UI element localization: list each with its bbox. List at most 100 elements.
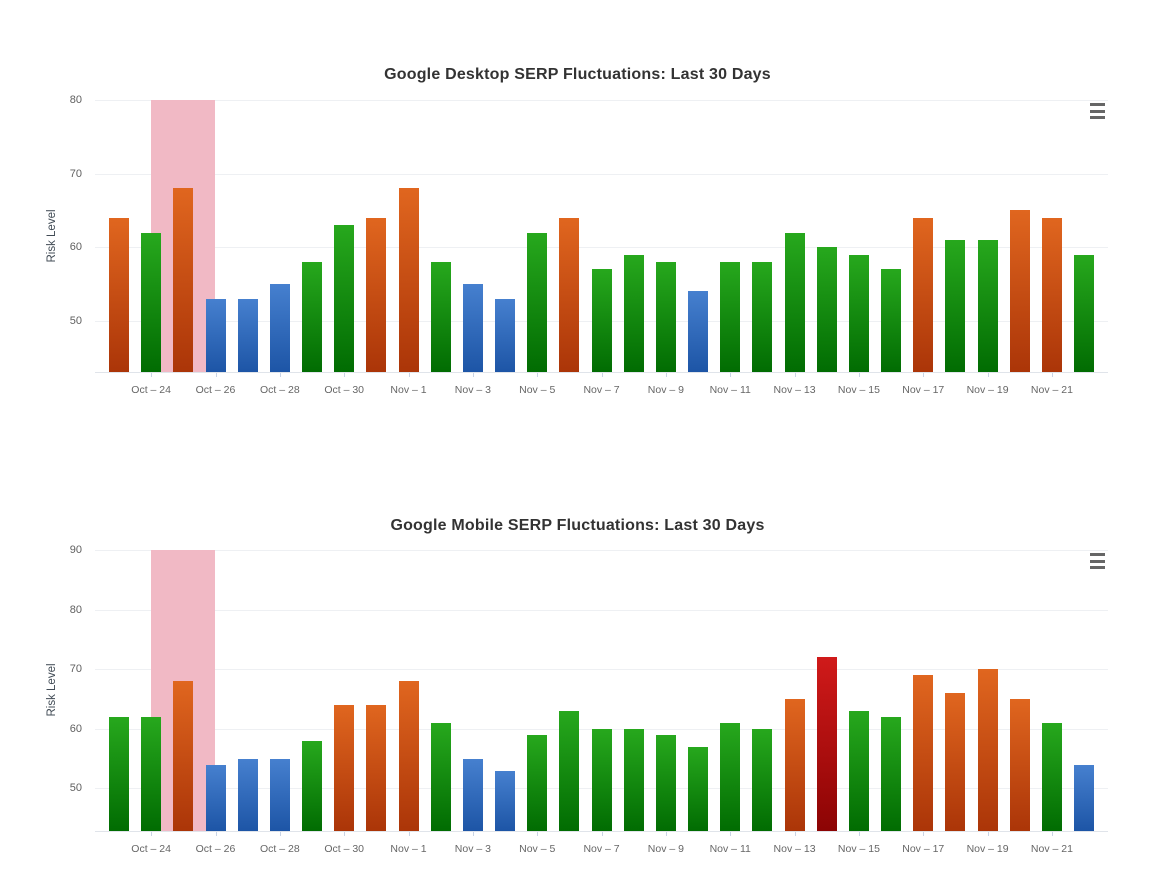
- bar[interactable]: [1074, 764, 1095, 831]
- bar[interactable]: [784, 232, 805, 372]
- x-tick-label: Oct – 28: [259, 843, 300, 855]
- chart-title: Google Desktop SERP Fluctuations: Last 3…: [384, 66, 771, 83]
- bar[interactable]: [269, 284, 290, 372]
- bar[interactable]: [302, 740, 323, 831]
- mobile-serp-chart: Google Mobile SERP Fluctuations: Last 30…: [0, 505, 1155, 877]
- x-tick-label: Nov – 1: [390, 384, 427, 396]
- bar[interactable]: [784, 699, 805, 831]
- bar[interactable]: [462, 758, 483, 831]
- y-tick-label: 60: [69, 241, 82, 254]
- bar[interactable]: [205, 764, 226, 831]
- bar[interactable]: [398, 188, 419, 372]
- x-tick-label: Nov – 1: [390, 843, 427, 855]
- bar[interactable]: [1009, 699, 1030, 831]
- gridline: [95, 550, 1108, 551]
- bar[interactable]: [881, 716, 902, 831]
- x-tick-label: Nov – 13: [773, 384, 816, 396]
- bar[interactable]: [881, 269, 902, 372]
- bar[interactable]: [1009, 210, 1030, 372]
- bar[interactable]: [655, 262, 676, 372]
- x-axis-tick: [794, 832, 796, 836]
- bar[interactable]: [720, 262, 741, 372]
- bar[interactable]: [559, 710, 580, 831]
- bar[interactable]: [945, 239, 966, 372]
- gridline: [95, 669, 1108, 671]
- x-axis-tick: [987, 373, 989, 377]
- x-axis-tick: [408, 373, 410, 377]
- bar[interactable]: [591, 269, 612, 372]
- bar[interactable]: [173, 681, 194, 831]
- x-tick-label: Oct – 30: [324, 384, 365, 396]
- bar[interactable]: [688, 291, 709, 372]
- x-axis-tick: [794, 373, 796, 377]
- bar[interactable]: [977, 239, 998, 372]
- bar[interactable]: [495, 770, 516, 831]
- x-tick-label: Oct – 28: [259, 384, 300, 396]
- x-axis-tick: [537, 832, 539, 836]
- bar[interactable]: [752, 728, 773, 831]
- bar[interactable]: [109, 217, 129, 372]
- x-tick-label: Nov – 11: [709, 384, 751, 396]
- menu-bar: [1089, 116, 1105, 119]
- hamburger-menu-icon[interactable]: [1088, 553, 1106, 569]
- bar[interactable]: [688, 746, 709, 831]
- x-tick-label: Nov – 17: [902, 384, 945, 396]
- bar[interactable]: [816, 657, 837, 831]
- bar[interactable]: [623, 254, 644, 372]
- x-axis-tick: [730, 832, 732, 836]
- bar[interactable]: [977, 669, 998, 831]
- bar[interactable]: [237, 758, 258, 831]
- bar[interactable]: [1041, 217, 1062, 372]
- hamburger-menu-icon[interactable]: [1088, 103, 1106, 119]
- y-tick-label: 90: [69, 544, 82, 556]
- bar[interactable]: [173, 188, 194, 372]
- x-tick-label: Nov – 15: [837, 843, 880, 855]
- bar[interactable]: [495, 298, 516, 372]
- bar[interactable]: [398, 681, 419, 831]
- bar[interactable]: [1074, 254, 1095, 372]
- bar[interactable]: [945, 693, 966, 831]
- bar[interactable]: [430, 262, 451, 372]
- bar[interactable]: [334, 225, 355, 372]
- bar[interactable]: [623, 728, 644, 831]
- x-axis-line: [95, 372, 1108, 373]
- bar[interactable]: [205, 298, 226, 372]
- bar[interactable]: [302, 262, 323, 372]
- x-tick-label: Nov – 7: [583, 843, 620, 855]
- bar[interactable]: [848, 710, 869, 831]
- bar[interactable]: [527, 734, 548, 831]
- bar[interactable]: [462, 284, 483, 372]
- bar[interactable]: [913, 217, 934, 372]
- bar[interactable]: [720, 722, 741, 831]
- y-tick-label: 50: [69, 782, 82, 795]
- bar[interactable]: [141, 232, 162, 372]
- bar[interactable]: [913, 675, 934, 831]
- chart-title: Google Mobile SERP Fluctuations: Last 30…: [390, 517, 765, 534]
- bar[interactable]: [237, 298, 258, 372]
- x-axis-tick: [601, 373, 603, 377]
- bar[interactable]: [559, 217, 580, 372]
- bar[interactable]: [141, 716, 162, 831]
- x-axis-tick: [215, 832, 217, 836]
- x-axis-tick: [730, 373, 732, 377]
- bar[interactable]: [334, 704, 355, 831]
- x-tick-label: Nov – 21: [1030, 384, 1073, 396]
- x-axis-tick: [665, 373, 667, 377]
- desktop-serp-chart: Google Desktop SERP Fluctuations: Last 3…: [0, 55, 1155, 415]
- bar[interactable]: [366, 704, 387, 831]
- bar[interactable]: [752, 262, 773, 372]
- bar[interactable]: [1041, 722, 1062, 831]
- bar[interactable]: [816, 247, 837, 372]
- x-axis-tick: [923, 373, 925, 377]
- bar[interactable]: [848, 254, 869, 372]
- bar[interactable]: [430, 722, 451, 831]
- bar[interactable]: [269, 758, 290, 831]
- bar[interactable]: [591, 728, 612, 831]
- x-axis-tick: [1051, 832, 1053, 836]
- x-axis-tick: [279, 832, 281, 836]
- bar[interactable]: [109, 716, 129, 831]
- bar[interactable]: [366, 217, 387, 372]
- gridline: [95, 609, 1108, 611]
- bar[interactable]: [527, 232, 548, 372]
- bar[interactable]: [655, 734, 676, 831]
